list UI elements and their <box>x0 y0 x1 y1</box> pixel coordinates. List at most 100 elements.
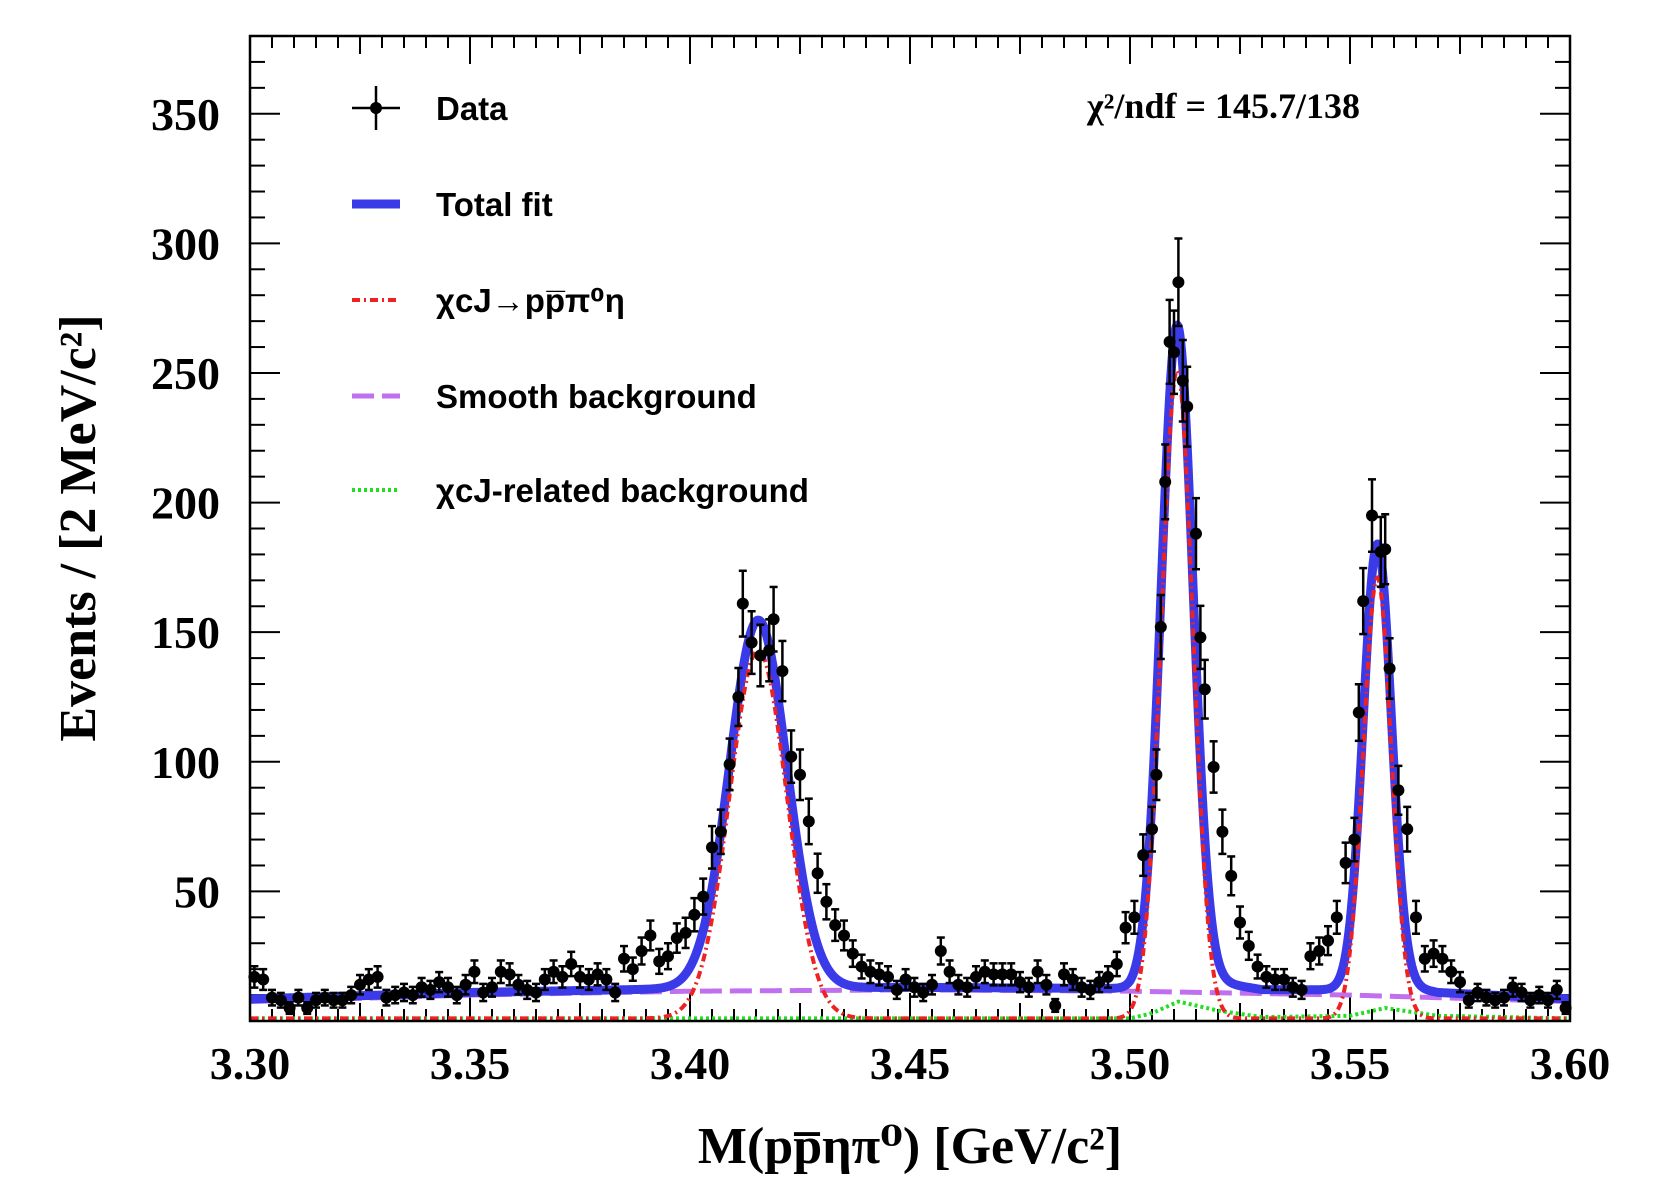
data-point <box>996 962 1009 987</box>
data-point-marker <box>371 970 384 983</box>
related-background-curve <box>250 999 1571 1021</box>
data-point-marker <box>1198 683 1211 696</box>
x-tick-label: 3.30 <box>210 1038 291 1089</box>
data-point-marker <box>785 750 798 763</box>
data-point <box>934 936 947 966</box>
data-point <box>1128 899 1141 935</box>
data-point-marker <box>274 994 287 1007</box>
data-point <box>600 967 613 992</box>
data-point-marker <box>1401 823 1414 836</box>
data-point <box>1533 985 1546 1005</box>
data-point-marker <box>336 994 349 1007</box>
data-point-marker <box>1471 986 1484 999</box>
data-point-marker <box>442 981 454 994</box>
data-point-marker <box>723 758 736 771</box>
data-point-marker <box>1357 595 1370 608</box>
data-point <box>626 956 639 983</box>
data-point-marker <box>987 968 1000 981</box>
data-point-marker <box>1330 911 1343 924</box>
data-point-marker <box>1515 986 1528 999</box>
data-point <box>697 877 710 916</box>
data-point <box>547 959 560 985</box>
data-point <box>1242 930 1255 962</box>
data-point <box>1159 443 1172 521</box>
data-point-marker <box>1168 346 1180 359</box>
data-point <box>653 947 666 976</box>
data-point-marker <box>1128 911 1141 924</box>
data-point-marker <box>679 926 692 939</box>
data-point-marker <box>838 929 850 942</box>
data-point <box>1278 967 1290 992</box>
data-point <box>1093 970 1106 994</box>
data-point-marker <box>468 965 481 978</box>
data-point <box>908 976 921 998</box>
data-point-marker <box>433 976 446 989</box>
x-tick-label: 3.55 <box>1310 1038 1391 1089</box>
data-point <box>433 970 446 994</box>
data-point <box>1427 939 1440 969</box>
data-point <box>538 967 551 992</box>
data-point-marker <box>618 952 630 965</box>
tick-labels: 3.30 3.35 3.40 3.45 3.50 3.55 3.60 50 100 150 200 2… <box>151 89 1610 1089</box>
signal-curve <box>250 367 1570 1021</box>
data-point-marker <box>1119 921 1132 934</box>
data-point-marker <box>644 929 657 942</box>
data-point <box>336 991 349 1009</box>
data-point <box>776 639 789 703</box>
data-point-marker <box>1278 973 1290 986</box>
data-point <box>283 1000 296 1016</box>
data-point-marker <box>1418 952 1431 965</box>
data-point <box>503 962 516 987</box>
data-point-marker <box>1427 947 1440 960</box>
data-point-marker <box>829 919 842 932</box>
data-point <box>459 973 472 996</box>
data-point <box>1436 944 1449 973</box>
data-point-marker <box>1366 509 1378 522</box>
legend-label-signal: χcJ→pp̅π⁰η <box>436 282 625 319</box>
data-point <box>970 964 982 989</box>
data-point <box>1454 970 1466 994</box>
data-point-marker <box>486 981 498 994</box>
data-point <box>670 922 683 954</box>
data-point <box>1251 953 1264 980</box>
data-point <box>1542 991 1554 1009</box>
x-tick-label: 3.35 <box>430 1038 511 1089</box>
data-point <box>829 908 842 943</box>
data-point-marker <box>882 970 894 983</box>
data-point-marker <box>1506 981 1519 994</box>
data-point <box>802 797 815 846</box>
data-point-marker <box>1559 1002 1572 1015</box>
data-point <box>1198 658 1211 720</box>
data-point-marker <box>1454 976 1466 989</box>
data-point-marker <box>1269 973 1282 986</box>
data-point-marker <box>1176 374 1189 387</box>
y-tick-label: 100 <box>151 737 220 788</box>
data-point <box>943 959 956 985</box>
data-point-marker <box>776 665 789 678</box>
data-point-marker <box>855 960 868 973</box>
data-point-marker <box>556 970 569 983</box>
data-point-marker <box>1194 631 1207 644</box>
data-point-marker <box>890 983 903 996</box>
data-point-marker <box>1445 965 1458 978</box>
data-point-marker <box>591 968 604 981</box>
data-point <box>820 882 833 921</box>
data-point <box>1031 959 1044 985</box>
data-point <box>565 950 578 978</box>
data-point <box>635 936 648 966</box>
data-point <box>1348 816 1361 863</box>
data-point <box>345 985 358 1005</box>
data-point <box>1119 910 1132 945</box>
data-point <box>1352 683 1365 743</box>
x-tick-label: 3.40 <box>650 1038 731 1089</box>
data-point <box>846 939 859 969</box>
data-point <box>838 919 850 952</box>
data-point <box>899 967 912 992</box>
data-point <box>406 985 419 1005</box>
data-point-marker <box>283 1002 296 1015</box>
data-point <box>1295 979 1308 1001</box>
data-point <box>785 729 798 785</box>
data-point-marker <box>1058 968 1070 981</box>
y-tick-label: 150 <box>151 607 220 658</box>
data-point <box>1190 496 1202 571</box>
